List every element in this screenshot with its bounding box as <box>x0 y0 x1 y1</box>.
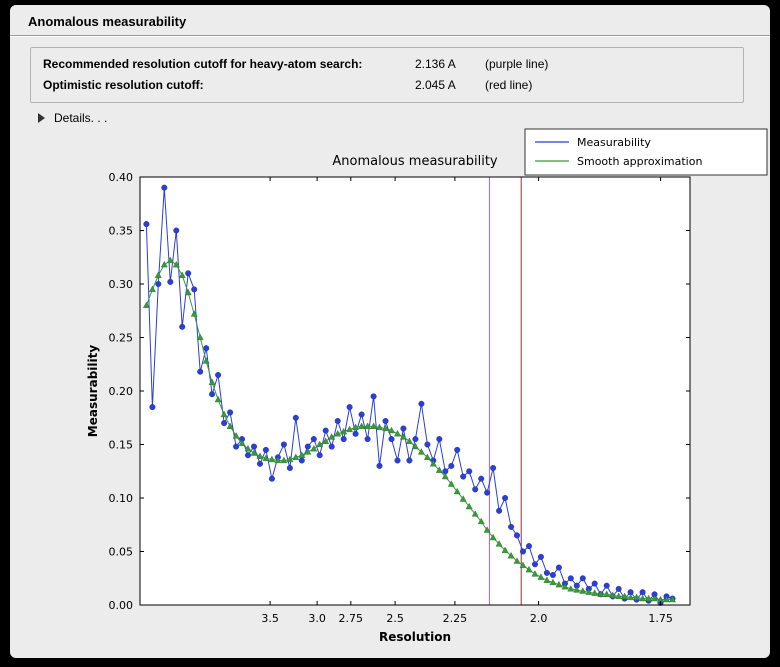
recommended-cutoff-row: Recommended resolution cutoff for heavy-… <box>43 54 731 75</box>
svg-text:2.5: 2.5 <box>386 612 404 625</box>
svg-text:3.5: 3.5 <box>261 612 279 625</box>
section-title: Anomalous measurability <box>28 14 187 29</box>
cutoff-info-box: Recommended resolution cutoff for heavy-… <box>30 47 744 103</box>
recommended-cutoff-value: 2.136 A <box>415 57 456 71</box>
svg-text:0.25: 0.25 <box>109 332 134 345</box>
svg-text:0.10: 0.10 <box>109 492 134 505</box>
svg-text:0.35: 0.35 <box>109 225 134 238</box>
legend-label-0: Measurability <box>577 136 651 149</box>
details-label: Details. . . <box>54 111 108 125</box>
x-axis: 3.5 3.0 2.75 2.5 2.25 2.0 1.75 <box>261 177 673 625</box>
optimistic-cutoff-note: (red line) <box>485 78 533 92</box>
svg-text:0.05: 0.05 <box>109 546 134 559</box>
chart-figure: 3.5 3.0 2.75 2.5 2.25 2.0 1.75 0.00 0.05 0.10 0.15… <box>85 127 780 659</box>
results-window: Anomalous measurability Recommended reso… <box>10 5 770 658</box>
recommended-cutoff-label: Recommended resolution cutoff for heavy-… <box>43 57 363 71</box>
disclosure-triangle-icon <box>38 113 45 123</box>
recommended-cutoff-note: (purple line) <box>485 57 549 71</box>
svg-text:1.75: 1.75 <box>648 612 673 625</box>
svg-text:0.20: 0.20 <box>109 385 134 398</box>
svg-text:0.15: 0.15 <box>109 439 134 452</box>
legend-label-1: Smooth approximation <box>577 155 702 168</box>
optimistic-cutoff-value: 2.045 A <box>415 78 456 92</box>
svg-text:0.30: 0.30 <box>109 278 134 291</box>
series-smooth-approximation <box>142 256 676 603</box>
header-separator <box>10 35 770 37</box>
measurability-plot: 3.5 3.0 2.75 2.5 2.25 2.0 1.75 0.00 0.05 0.10 0.15… <box>86 128 768 644</box>
details-toggle[interactable]: Details. . . <box>38 111 158 125</box>
y-axis: 0.00 0.05 0.10 0.15 0.20 0.25 0.30 0.35 0.40 <box>109 171 690 612</box>
svg-text:3.0: 3.0 <box>308 612 326 625</box>
legend: Measurability Smooth approximation <box>524 128 768 176</box>
optimistic-cutoff-label: Optimistic resolution cutoff: <box>43 78 204 92</box>
plot-area <box>140 177 690 605</box>
plot-title: Anomalous measurability <box>332 154 498 169</box>
x-axis-label: Resolution <box>379 630 451 644</box>
svg-text:0.40: 0.40 <box>109 171 134 184</box>
optimistic-cutoff-row: Optimistic resolution cutoff: 2.045 A (r… <box>43 75 731 96</box>
y-axis-label: Measurability <box>86 345 100 438</box>
series-measurability <box>143 184 676 606</box>
svg-text:2.25: 2.25 <box>443 612 468 625</box>
svg-text:2.0: 2.0 <box>530 612 548 625</box>
svg-text:0.00: 0.00 <box>109 599 134 612</box>
svg-text:2.75: 2.75 <box>339 612 364 625</box>
